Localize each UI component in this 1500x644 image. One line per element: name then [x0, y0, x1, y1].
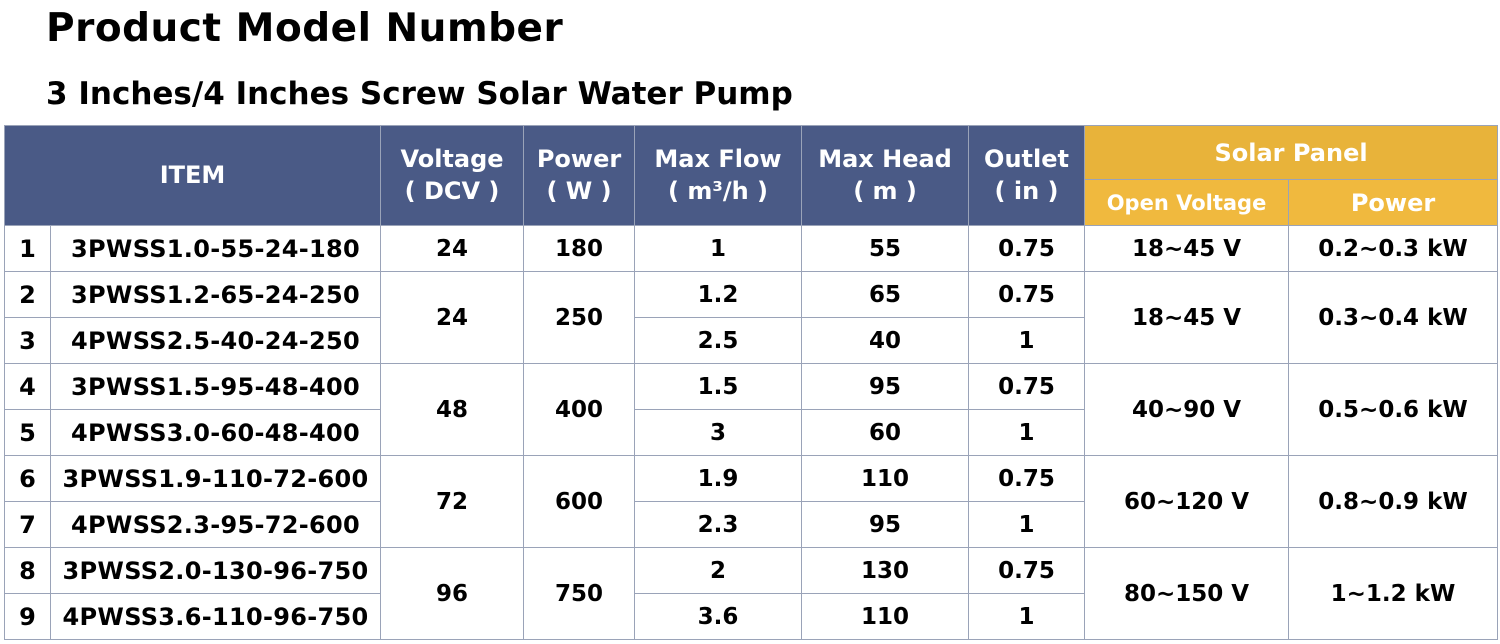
flow-cell: 1.9: [634, 455, 803, 502]
model-number: 4PWSS3.6-110-96-750: [49, 593, 382, 640]
head-cell: 40: [801, 317, 970, 364]
table-row: 1 3PWSS1.0-55-24-180 24 180 1 55 0.75 18…: [4, 225, 1499, 272]
power-cell: 600: [523, 455, 636, 548]
table-row: 3 4PWSS2.5-40-24-250 2.5 40 1: [4, 317, 1498, 364]
table-row: 8 3PWSS2.0-130-96-750 96 750 2 130 0.75 …: [4, 547, 1499, 640]
flow-cell: 2: [634, 547, 803, 594]
header-solar-panel: Solar Panel: [1084, 125, 1499, 180]
head-cell: 65: [801, 271, 970, 318]
model-number: 4PWSS2.3-95-72-600: [49, 501, 382, 548]
spec-table: ITEM Voltage ( DCV ) Power ( W ) Max Flo…: [3, 125, 1499, 640]
table-row: 6 3PWSS1.9-110-72-600 72 600 1.9 110 0.7…: [4, 455, 1499, 548]
open-voltage-cell: 40~90 V: [1084, 363, 1290, 456]
open-voltage-cell: 80~150 V: [1084, 547, 1290, 640]
outlet-cell: 1: [968, 317, 1086, 364]
head-cell: 110: [801, 593, 970, 640]
panel-power-cell: 0.5~0.6 kW: [1288, 363, 1499, 456]
voltage-cell: 72: [380, 455, 525, 548]
header-head-unit: ( m ): [853, 176, 917, 205]
panel-power-cell: 0.2~0.3 kW: [1288, 225, 1499, 272]
model-number: 4PWSS3.0-60-48-400: [49, 409, 382, 456]
header-panel-power: Power: [1288, 179, 1499, 226]
header-power: Power ( W ): [523, 125, 636, 226]
header-open-voltage: Open Voltage: [1084, 179, 1290, 226]
row-number: 7: [4, 501, 51, 548]
table-row: 2 3PWSS1.2-65-24-250 24 250 1.2 65 0.75 …: [4, 271, 1499, 364]
header-flow-unit: ( m³/h ): [668, 176, 769, 205]
head-cell: 95: [801, 501, 970, 548]
outlet-cell: 0.75: [968, 363, 1086, 410]
outlet-cell: 0.75: [968, 455, 1086, 502]
row-number: 6: [4, 455, 51, 502]
head-cell: 110: [801, 455, 970, 502]
header-head-label: Max Head: [818, 145, 952, 174]
model-number: 3PWSS1.0-55-24-180: [49, 225, 382, 272]
voltage-cell: 24: [380, 271, 525, 364]
row-number: 1: [4, 225, 51, 272]
table-row: 4 3PWSS1.5-95-48-400 48 400 1.5 95 0.75 …: [4, 363, 1499, 456]
header-max-head: Max Head ( m ): [801, 125, 970, 226]
header-voltage-label: Voltage: [400, 145, 504, 174]
model-number: 3PWSS1.5-95-48-400: [49, 363, 382, 410]
header-flow-label: Max Flow: [654, 145, 782, 174]
flow-cell: 2.3: [634, 501, 803, 548]
header-power-label: Power: [536, 145, 622, 174]
header-power-unit: ( W ): [546, 176, 612, 205]
flow-cell: 1: [634, 225, 803, 272]
outlet-cell: 0.75: [968, 547, 1086, 594]
panel-power-cell: 0.3~0.4 kW: [1288, 271, 1499, 364]
open-voltage-cell: 18~45 V: [1084, 225, 1290, 272]
model-number: 4PWSS2.5-40-24-250: [49, 317, 382, 364]
header-outlet-label: Outlet: [984, 145, 1069, 174]
voltage-cell: 48: [380, 363, 525, 456]
row-number: 9: [4, 593, 51, 640]
table-row: 9 4PWSS3.6-110-96-750 3.6 110 1: [4, 593, 1498, 640]
header-item: ITEM: [3, 125, 382, 226]
panel-power-cell: 1~1.2 kW: [1288, 547, 1499, 640]
flow-cell: 2.5: [634, 317, 803, 364]
outlet-cell: 0.75: [968, 271, 1086, 318]
open-voltage-cell: 18~45 V: [1084, 271, 1290, 364]
model-number: 3PWSS2.0-130-96-750: [49, 547, 382, 594]
model-number: 3PWSS1.9-110-72-600: [49, 455, 382, 502]
row-number: 2: [4, 271, 51, 318]
panel-power-cell: 0.8~0.9 kW: [1288, 455, 1499, 548]
voltage-cell: 24: [380, 225, 525, 272]
row-number: 3: [4, 317, 51, 364]
model-number: 3PWSS1.2-65-24-250: [49, 271, 382, 318]
head-cell: 95: [801, 363, 970, 410]
flow-cell: 1.5: [634, 363, 803, 410]
outlet-cell: 1: [968, 501, 1086, 548]
page-title: Product Model Number: [46, 6, 564, 51]
outlet-cell: 0.75: [968, 225, 1086, 272]
outlet-cell: 1: [968, 593, 1086, 640]
open-voltage-cell: 60~120 V: [1084, 455, 1290, 548]
header-max-flow: Max Flow ( m³/h ): [634, 125, 803, 226]
power-cell: 250: [523, 271, 636, 364]
row-number: 8: [4, 547, 51, 594]
page-subtitle: 3 Inches/4 Inches Screw Solar Water Pump: [46, 76, 793, 112]
head-cell: 55: [801, 225, 970, 272]
power-cell: 400: [523, 363, 636, 456]
table-row: 7 4PWSS2.3-95-72-600 2.3 95 1: [4, 501, 1498, 548]
flow-cell: 1.2: [634, 271, 803, 318]
power-cell: 180: [523, 225, 636, 272]
header-voltage-unit: ( DCV ): [404, 176, 500, 205]
flow-cell: 3.6: [634, 593, 803, 640]
outlet-cell: 1: [968, 409, 1086, 456]
header-voltage: Voltage ( DCV ): [380, 125, 525, 226]
row-number: 4: [4, 363, 51, 410]
power-cell: 750: [523, 547, 636, 640]
head-cell: 130: [801, 547, 970, 594]
head-cell: 60: [801, 409, 970, 456]
header-outlet: Outlet ( in ): [968, 125, 1086, 226]
row-number: 5: [4, 409, 51, 456]
header-outlet-unit: ( in ): [994, 176, 1059, 205]
voltage-cell: 96: [380, 547, 525, 640]
flow-cell: 3: [634, 409, 803, 456]
